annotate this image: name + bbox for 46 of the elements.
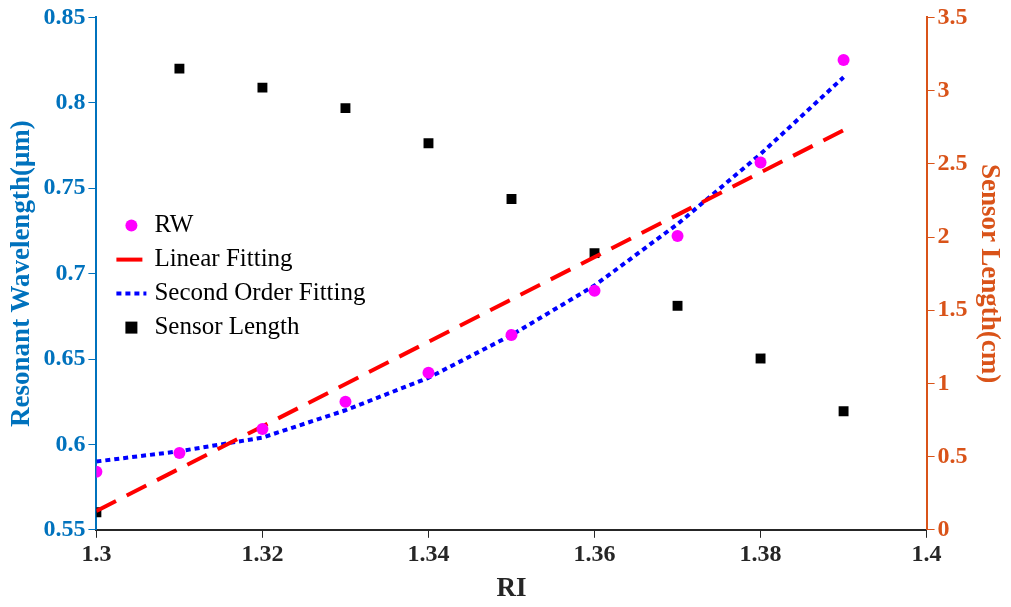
- y-tick-label: 0.75: [43, 173, 86, 200]
- point: [505, 329, 518, 342]
- legend-label: RW: [154, 210, 194, 238]
- y2-tick-label: 2: [937, 222, 950, 249]
- point: [256, 423, 269, 436]
- point: [422, 366, 435, 379]
- x-tick-label: 1.4: [911, 540, 942, 567]
- legend-label: Sensor Length: [154, 312, 301, 340]
- y2-tick-label: 0: [937, 515, 950, 541]
- point: [257, 82, 268, 93]
- point: [506, 193, 517, 204]
- y-axis-title: Resonant Wavelength(μm): [5, 120, 36, 427]
- legend-label: Linear Fitting: [154, 244, 294, 272]
- x-axis-title: RI: [496, 571, 527, 602]
- point: [672, 300, 683, 311]
- point: [588, 284, 601, 297]
- x-tick-label: 1.38: [739, 540, 782, 567]
- point: [671, 230, 684, 243]
- x-tick-label: 1.32: [241, 540, 284, 567]
- point: [754, 156, 767, 169]
- point: [173, 446, 186, 459]
- point: [837, 54, 850, 67]
- y2-tick-label: 0.5: [937, 441, 968, 468]
- y2-tick-label: 2.5: [937, 149, 968, 175]
- y2-tick-label: 1: [937, 368, 950, 395]
- y2-tick-label: 1.5: [937, 295, 968, 322]
- y2-axis-title: Sensor Length(cm): [975, 163, 1006, 384]
- point: [340, 103, 351, 114]
- y-tick-label: 0.55: [43, 515, 86, 541]
- y2-tick-label: 3: [937, 75, 950, 102]
- point: [838, 406, 849, 417]
- point: [755, 353, 766, 364]
- y-tick-label: 0.65: [43, 344, 86, 371]
- x-tick-label: 1.34: [407, 540, 450, 567]
- x-tick-label: 1.36: [573, 540, 616, 567]
- y-tick-label: 0.85: [43, 2, 86, 29]
- x-tick-label: 1.3: [81, 540, 112, 567]
- legend-label: Second Order Fitting: [154, 278, 366, 306]
- y-tick-label: 0.8: [55, 88, 86, 114]
- point: [174, 63, 185, 74]
- y-tick-label: 0.7: [55, 258, 86, 285]
- y-tick-label: 0.6: [55, 429, 86, 456]
- y2-tick-label: 3.5: [937, 2, 968, 29]
- line-series: [96, 75, 846, 464]
- point: [339, 395, 352, 408]
- point: [423, 138, 434, 149]
